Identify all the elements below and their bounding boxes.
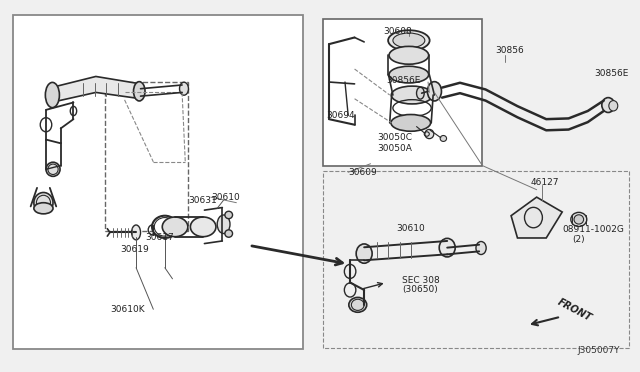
- Bar: [323, 19, 483, 166]
- Ellipse shape: [34, 203, 53, 214]
- Text: 30856E: 30856E: [387, 76, 421, 85]
- Ellipse shape: [134, 82, 145, 101]
- Ellipse shape: [163, 217, 188, 237]
- Text: 30619: 30619: [120, 245, 149, 254]
- Bar: [13, 15, 303, 349]
- Polygon shape: [511, 197, 562, 238]
- Text: 30050C: 30050C: [377, 133, 412, 142]
- Bar: [106, 82, 188, 231]
- Ellipse shape: [609, 100, 618, 111]
- Ellipse shape: [391, 86, 433, 104]
- Ellipse shape: [190, 217, 216, 237]
- Text: 30610K: 30610K: [111, 305, 145, 314]
- Ellipse shape: [388, 30, 429, 51]
- Ellipse shape: [428, 82, 442, 101]
- Ellipse shape: [389, 46, 429, 64]
- Ellipse shape: [356, 244, 372, 263]
- Ellipse shape: [602, 97, 614, 112]
- Ellipse shape: [132, 225, 141, 240]
- Ellipse shape: [225, 211, 232, 219]
- Ellipse shape: [440, 135, 447, 141]
- Text: 30050A: 30050A: [377, 144, 412, 153]
- Text: 30609: 30609: [348, 168, 377, 177]
- Ellipse shape: [179, 82, 188, 95]
- Text: 30631: 30631: [188, 196, 217, 205]
- Ellipse shape: [391, 115, 431, 131]
- Ellipse shape: [574, 215, 584, 224]
- Ellipse shape: [225, 230, 232, 237]
- Text: 30608: 30608: [383, 28, 412, 36]
- Text: 08911-1002G: 08911-1002G: [562, 225, 624, 234]
- Text: SEC 308: SEC 308: [403, 276, 440, 285]
- Text: 30610: 30610: [211, 193, 239, 202]
- Polygon shape: [51, 77, 141, 102]
- Ellipse shape: [439, 238, 455, 257]
- Ellipse shape: [349, 297, 367, 312]
- Ellipse shape: [389, 66, 429, 83]
- Ellipse shape: [571, 212, 587, 227]
- Text: (30650): (30650): [403, 285, 438, 294]
- Ellipse shape: [476, 241, 486, 254]
- Text: 30610: 30610: [396, 224, 425, 233]
- Text: 30694: 30694: [326, 111, 355, 120]
- Ellipse shape: [46, 162, 60, 176]
- Ellipse shape: [393, 33, 425, 48]
- Text: 46127: 46127: [531, 178, 559, 187]
- Ellipse shape: [34, 192, 53, 213]
- Text: 30856: 30856: [495, 46, 524, 55]
- Ellipse shape: [217, 215, 230, 234]
- Ellipse shape: [45, 82, 60, 108]
- Text: FRONT: FRONT: [556, 297, 593, 324]
- Text: J305007Y: J305007Y: [577, 346, 620, 355]
- Text: 30856E: 30856E: [594, 69, 628, 78]
- Text: (2): (2): [572, 235, 584, 244]
- Ellipse shape: [152, 216, 178, 238]
- Text: 30617: 30617: [146, 234, 175, 243]
- Ellipse shape: [417, 87, 424, 99]
- Ellipse shape: [425, 129, 434, 139]
